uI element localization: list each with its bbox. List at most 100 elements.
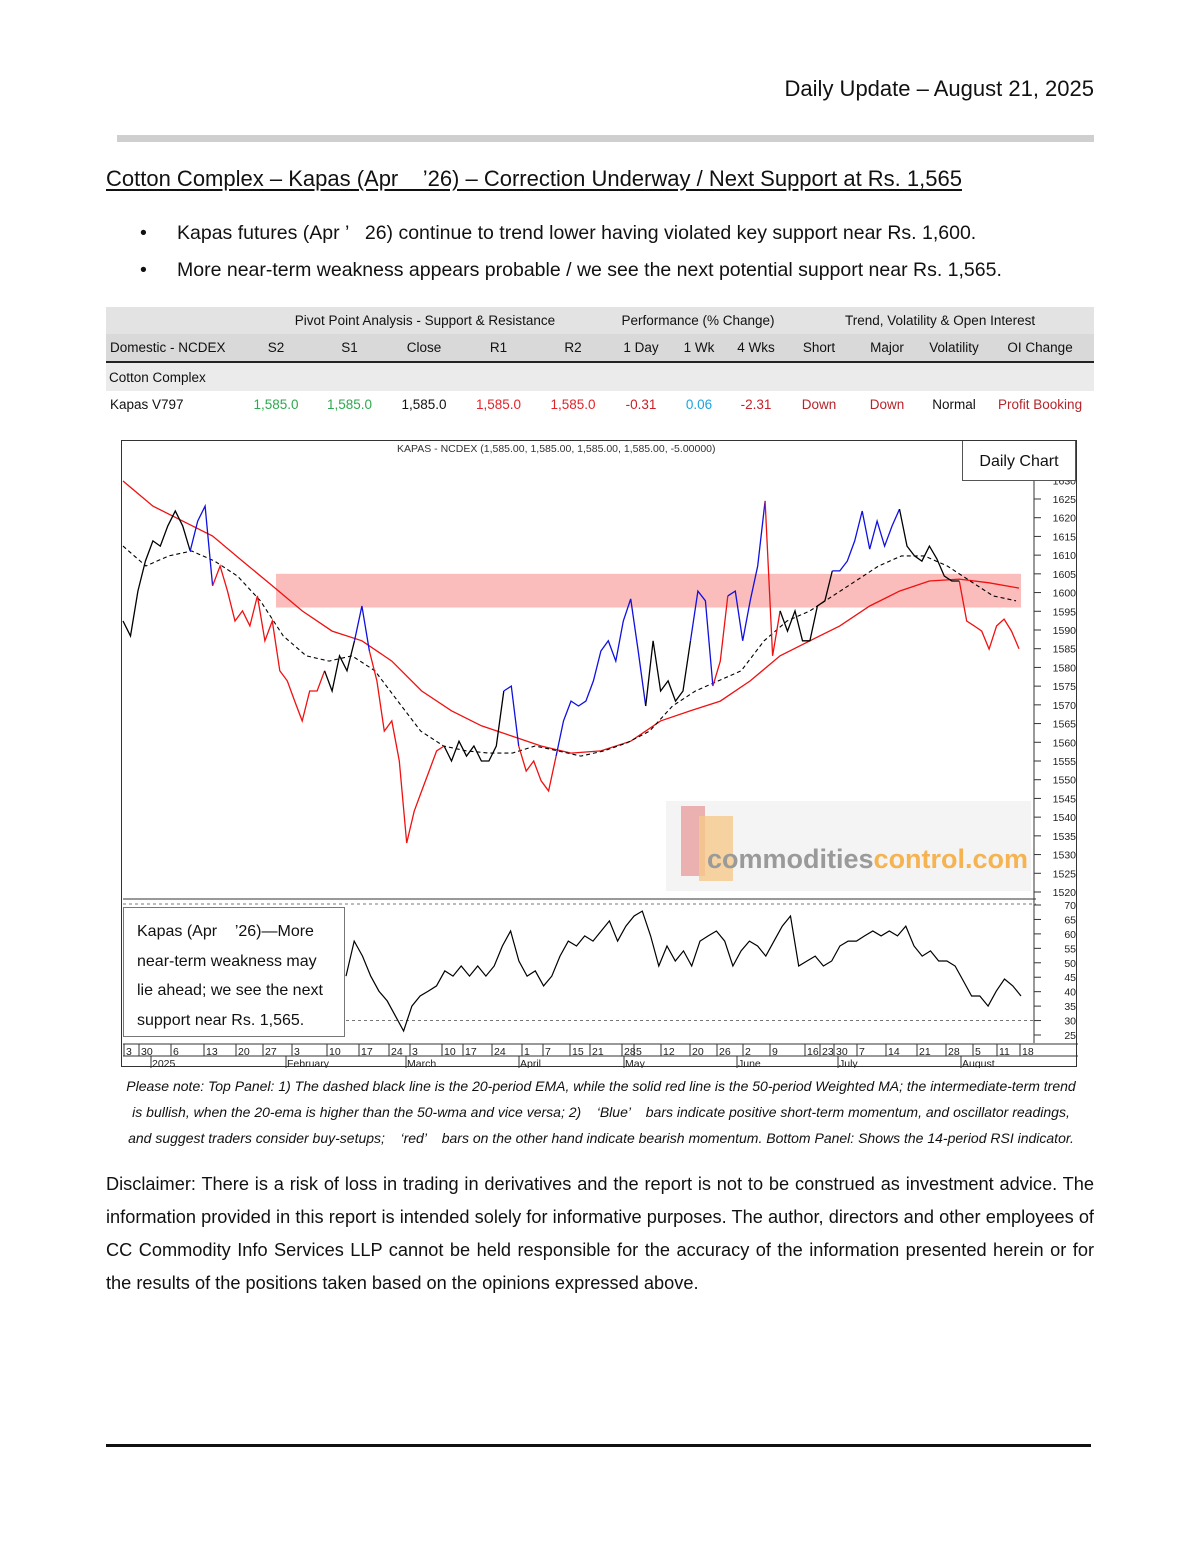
price-tick-label: 1610 xyxy=(1053,550,1077,562)
annotation-line: Kapas (Apr ’26)—More xyxy=(137,923,314,940)
report-title: Cotton Complex – Kapas (Apr ’26) – Corre… xyxy=(106,166,962,191)
price-segment-neutral xyxy=(443,690,505,763)
x-tick-label: 21 xyxy=(592,1046,604,1058)
annotation-line: lie ahead; we see the next xyxy=(137,982,323,999)
price-segment-neutral xyxy=(645,640,692,707)
column-header: Close xyxy=(387,334,461,363)
column-header: R1 xyxy=(461,334,536,363)
x-tick-label: 20 xyxy=(238,1046,250,1058)
price-tick-label: 1560 xyxy=(1053,737,1077,749)
table-group-row: Pivot Point Analysis - Support & Resista… xyxy=(106,307,1095,334)
rsi-tick-label: 65 xyxy=(1064,914,1076,926)
price-tick-label: 1615 xyxy=(1053,531,1077,543)
price-tick-label: 1575 xyxy=(1053,681,1077,693)
table-row: Kapas V797 1,585.0 1,585.0 1,585.0 1,585.0 1,… xyxy=(106,391,1095,418)
x-tick-label: 23 xyxy=(822,1046,834,1058)
x-tick-label: 27 xyxy=(265,1046,277,1058)
x-tick-label: 13 xyxy=(206,1046,218,1058)
header-divider xyxy=(117,135,1094,142)
x-tick-label: 26 xyxy=(719,1046,731,1058)
x-tick-label: 1 xyxy=(524,1046,530,1058)
price-tick-label: 1570 xyxy=(1053,700,1077,712)
table-cell: Normal xyxy=(922,391,987,418)
price-tick-label: 1535 xyxy=(1053,831,1077,843)
price-segment-bullish xyxy=(727,500,766,641)
price-tick-label: 1590 xyxy=(1053,625,1077,637)
price-tick-label: 1540 xyxy=(1053,812,1077,824)
price-segment-bullish xyxy=(189,503,214,586)
column-header: Major xyxy=(852,334,923,363)
rsi-line xyxy=(345,910,1022,1033)
x-tick-label: 24 xyxy=(391,1046,403,1058)
group-empty xyxy=(106,307,240,334)
x-tick-label: 10 xyxy=(444,1046,456,1058)
x-tick-label: 3 xyxy=(412,1046,418,1058)
month-label: August xyxy=(962,1058,995,1068)
month-label: 2025 xyxy=(152,1058,176,1068)
rsi-tick-label: 55 xyxy=(1064,943,1076,955)
column-header: S1 xyxy=(312,334,387,363)
x-tick-label: 21 xyxy=(919,1046,931,1058)
chart-note: Please note: Top Panel: 1) The dashed bl… xyxy=(126,1078,1076,1094)
price-tick-label: 1555 xyxy=(1053,756,1077,768)
x-tick-label: 7 xyxy=(859,1046,865,1058)
table-cell: 1,585.0 xyxy=(312,391,387,418)
chart-note: and suggest traders consider buy-setups;… xyxy=(128,1130,1074,1146)
x-tick-label: 14 xyxy=(888,1046,900,1058)
rsi-tick-label: 50 xyxy=(1064,958,1076,970)
price-tick-label: 1525 xyxy=(1053,868,1077,880)
column-header: R2 xyxy=(536,334,610,363)
watermark-part: control.com xyxy=(874,844,1029,874)
watermark-text: commoditiescontrol.com xyxy=(707,844,1028,874)
column-header: S2 xyxy=(240,334,312,363)
daily-update-header: Daily Update – August 21, 2025 xyxy=(784,76,1094,101)
price-chart: commoditiescontrol.com KAPAS - NCDEX (1,5… xyxy=(121,440,1078,1068)
month-label: June xyxy=(738,1058,761,1068)
bullet-text: More near-term weakness appears probable… xyxy=(177,259,1002,281)
price-tick-label: 1585 xyxy=(1053,644,1077,656)
table-cell: 1,585.0 xyxy=(240,391,312,418)
rsi-tick-label: 40 xyxy=(1064,987,1076,999)
price-segment-neutral xyxy=(898,508,960,582)
watermark-logo-icon xyxy=(699,816,733,881)
rsi-tick-label: 45 xyxy=(1064,972,1076,984)
resistance-band xyxy=(276,573,1021,608)
rsi-tick-label: 60 xyxy=(1064,929,1076,941)
price-segment-bearish xyxy=(368,650,445,844)
price-segment-neutral xyxy=(323,640,356,694)
price-tick-label: 1530 xyxy=(1053,850,1077,862)
price-tick-label: 1620 xyxy=(1053,513,1077,525)
x-tick-label: 16 xyxy=(807,1046,819,1058)
x-tick-label: 11 xyxy=(999,1046,1010,1058)
x-tick-label: 18 xyxy=(1022,1046,1034,1058)
price-tick-label: 1520 xyxy=(1053,887,1077,899)
month-label: July xyxy=(839,1058,858,1068)
price-segment-bearish xyxy=(958,580,1020,651)
x-tick-label: 17 xyxy=(465,1046,477,1058)
column-header: Domestic - NCDEX xyxy=(106,334,240,363)
x-tick-label: 7 xyxy=(545,1046,551,1058)
footer-rule xyxy=(106,1444,1091,1447)
table-cell: 0.06 xyxy=(672,391,726,418)
price-segment-bullish xyxy=(503,684,520,747)
x-tick-label: 28 xyxy=(624,1046,636,1058)
rsi-tick-label: 35 xyxy=(1064,1001,1076,1013)
price-tick-label: 1600 xyxy=(1053,588,1077,600)
month-label: April xyxy=(520,1058,541,1068)
group-performance: Performance (% Change) xyxy=(610,307,787,334)
group-pivot: Pivot Point Analysis - Support & Resista… xyxy=(240,307,610,334)
column-header: Volatility xyxy=(922,334,987,363)
price-segment-bullish xyxy=(555,598,647,757)
chart-note: is bullish, when the 20-ema is higher th… xyxy=(132,1104,1070,1120)
annotation-line: support near Rs. 1,565. xyxy=(137,1011,305,1029)
price-segment-bullish xyxy=(689,589,714,687)
price-tick-label: 1550 xyxy=(1053,775,1077,787)
price-tick-label: 1565 xyxy=(1053,719,1077,731)
price-segment-bullish xyxy=(353,605,371,652)
ema20-line xyxy=(122,545,1017,757)
bullet-text: Kapas futures (Apr ’ 26) continue to tre… xyxy=(177,222,977,244)
table-cell: -0.31 xyxy=(610,391,672,418)
month-label: March xyxy=(407,1058,436,1068)
x-tick-label: 3 xyxy=(126,1046,132,1058)
price-tick-label: 1605 xyxy=(1053,569,1077,581)
